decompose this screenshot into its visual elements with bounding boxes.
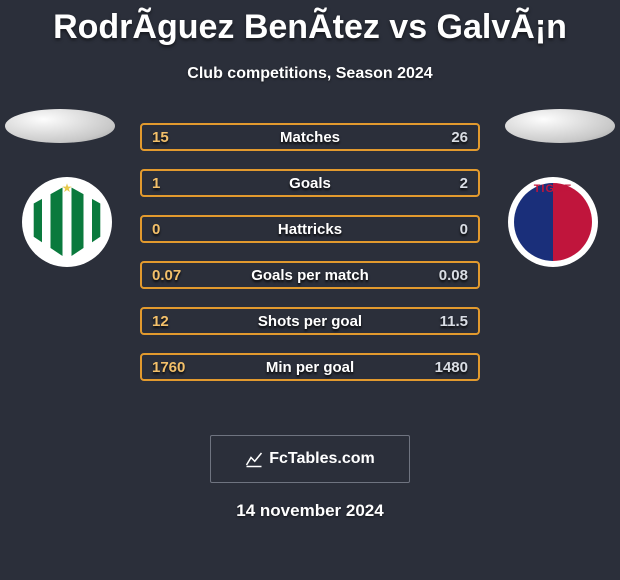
stat-value-right: 11.5 [424, 313, 478, 330]
stat-row: 1760Min per goal1480 [140, 353, 480, 381]
stat-row: 1Goals2 [140, 169, 480, 197]
page-title: RodrÃ­guez BenÃ­tez vs GalvÃ¡n [0, 0, 620, 47]
stat-value-right: 26 [424, 129, 478, 146]
fctables-badge[interactable]: FcTables.com [210, 435, 410, 483]
player-right-silhouette [505, 109, 615, 143]
player-left-silhouette [5, 109, 115, 143]
stat-value-left: 1760 [142, 359, 196, 376]
stat-value-left: 1 [142, 175, 196, 192]
club-crest-right: TIGRE [508, 177, 598, 267]
stat-value-left: 15 [142, 129, 196, 146]
crest-right-label: TIGRE [508, 183, 598, 195]
stat-value-right: 0.08 [424, 267, 478, 284]
stat-value-right: 0 [424, 221, 478, 238]
comparison-stage: TIGRE 15Matches26 1Goals2 0Hattricks0 0.07G… [0, 109, 620, 419]
stat-value-left: 0 [142, 221, 196, 238]
subtitle: Club competitions, Season 2024 [0, 65, 620, 83]
club-crest-left [22, 177, 112, 267]
stat-row: 15Matches26 [140, 123, 480, 151]
stat-value-left: 12 [142, 313, 196, 330]
stat-rows: 15Matches26 1Goals2 0Hattricks0 0.07Goals p… [140, 123, 480, 381]
stat-value-right: 1480 [424, 359, 478, 376]
stat-row: 12Shots per goal11.5 [140, 307, 480, 335]
badge-label: FcTables.com [269, 450, 375, 468]
stat-row: 0.07Goals per match0.08 [140, 261, 480, 289]
stat-value-right: 2 [424, 175, 478, 192]
chart-icon [245, 450, 263, 468]
date-label: 14 november 2024 [0, 501, 620, 521]
stat-value-left: 0.07 [142, 267, 196, 284]
stat-row: 0Hattricks0 [140, 215, 480, 243]
